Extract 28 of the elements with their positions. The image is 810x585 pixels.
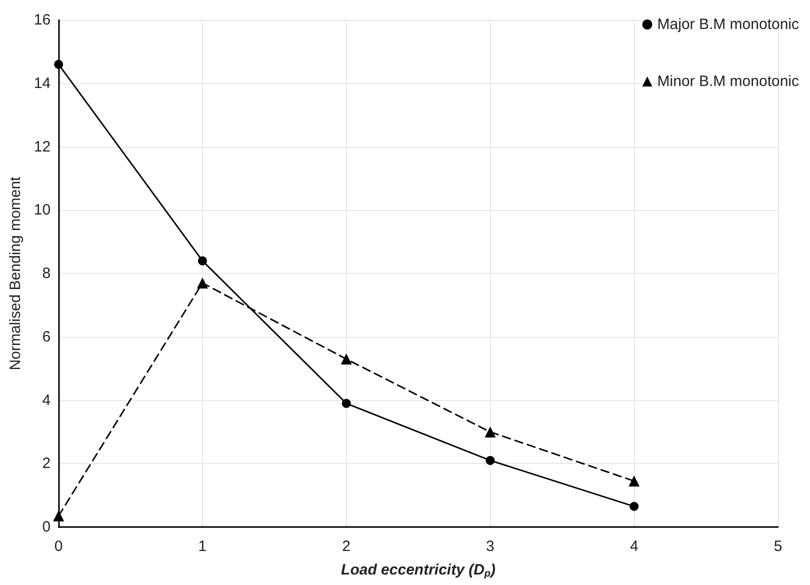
- point: [53, 510, 64, 522]
- x-tick-label: 4: [630, 538, 638, 555]
- y-tick-label: 8: [42, 265, 51, 282]
- point: [630, 502, 639, 511]
- point: [628, 476, 640, 487]
- legend-label: Minor B.M monotonic: [657, 73, 800, 90]
- point: [486, 456, 495, 465]
- y-tick-label: 0: [42, 518, 51, 536]
- y-tick-label: 12: [34, 138, 51, 156]
- point: [54, 60, 64, 69]
- y-tick-label: 14: [34, 74, 51, 92]
- y-tick-label: 4: [42, 392, 51, 409]
- y-axis-title: Normalised Bending moment: [7, 176, 24, 370]
- y-tick-label: 2: [42, 455, 51, 472]
- x-tick-label: 1: [198, 538, 207, 555]
- x-tick-label: 3: [486, 538, 494, 555]
- point: [198, 256, 207, 266]
- legend-label: Major B.M monotonic: [657, 16, 800, 33]
- x-tick-label: 0: [54, 538, 63, 555]
- point: [196, 278, 208, 289]
- y-tick-label: 16: [34, 12, 51, 28]
- point: [340, 354, 352, 365]
- x-tick-label: 2: [342, 538, 351, 555]
- x-tick-label: 5: [774, 538, 782, 555]
- point: [484, 426, 496, 438]
- point: [342, 398, 351, 408]
- y-tick-label: 10: [34, 202, 51, 219]
- y-tick-label: 6: [42, 328, 51, 346]
